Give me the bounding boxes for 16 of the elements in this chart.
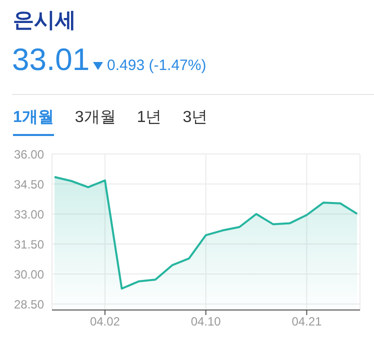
chart-subtitle: 33.01 [12, 42, 90, 78]
text: 1개월 [13, 107, 54, 136]
chart-title: 은시세 [13, 8, 76, 34]
y-tick-label: 36.00 [14, 147, 44, 162]
y-tick-label: 33.00 [14, 207, 44, 222]
x-tick-label: 04.02 [90, 314, 120, 329]
text: 1년 [136, 108, 162, 128]
y-tick-label: 34.50 [14, 177, 44, 192]
text: 3년 [182, 108, 208, 128]
text: 3개월 [74, 108, 116, 128]
y-tick-label: 28.50 [14, 297, 44, 312]
text: 0.493 (-1.47%) [107, 57, 206, 74]
y-tick-label: 30.00 [14, 267, 44, 282]
x-tick-label: 04.10 [190, 314, 222, 329]
x-tick-label: 04.21 [292, 314, 322, 329]
y-tick-label: 31.50 [14, 237, 44, 252]
